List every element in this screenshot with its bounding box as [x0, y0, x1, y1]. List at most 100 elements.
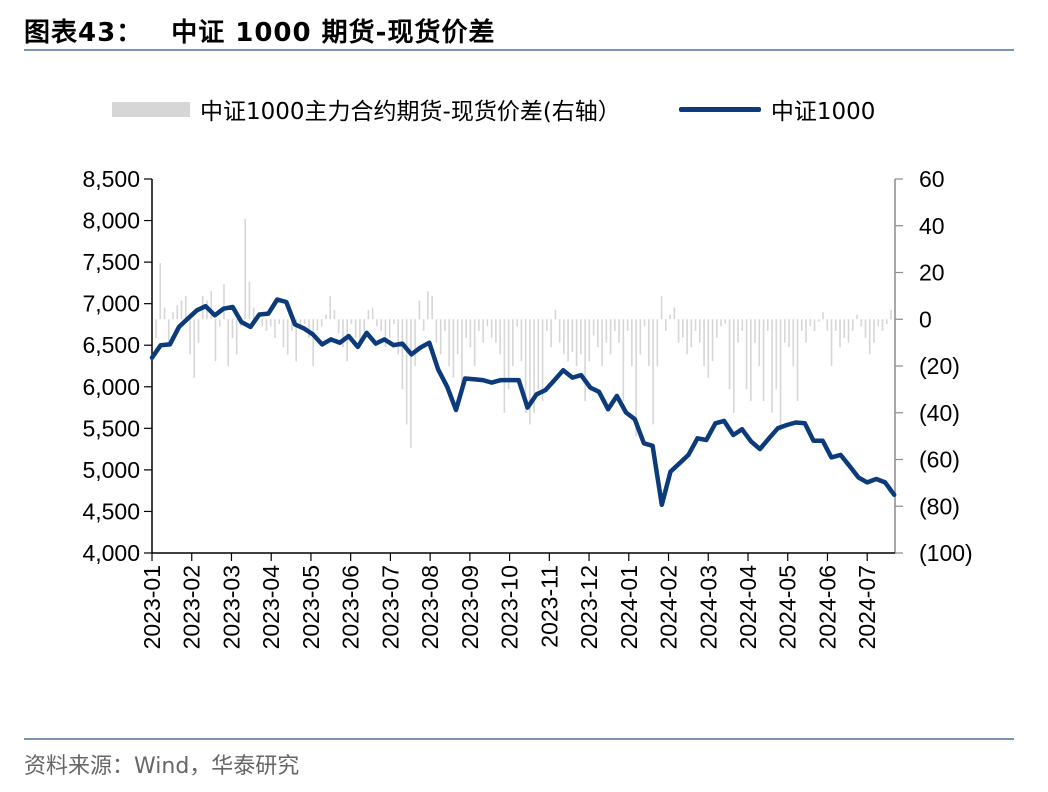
spread-bar: [176, 305, 179, 320]
spread-bar: [626, 319, 629, 331]
spread-bar: [711, 319, 714, 362]
x-axis-tick-label: 2023-07: [377, 565, 403, 649]
spread-bar: [388, 319, 391, 338]
left-axis-tick-label: 8,000: [82, 208, 140, 234]
spread-bar: [694, 319, 697, 331]
spread-bar: [571, 319, 574, 352]
spread-bar: [868, 319, 871, 355]
spread-bar: [737, 319, 739, 343]
spread-bar: [580, 319, 582, 355]
x-axis-tick-label: 2023-06: [338, 565, 364, 649]
spread-bar: [652, 319, 654, 425]
right-axis-tick-label: 60: [919, 166, 945, 192]
spread-bar: [367, 309, 370, 320]
right-axis-tick-label: (60): [919, 447, 960, 473]
spread-bar: [614, 319, 616, 331]
spread-bar: [631, 319, 633, 366]
spread-bar: [384, 319, 387, 348]
spread-bar: [184, 295, 187, 320]
spread-bar: [473, 319, 476, 366]
index-line: [149, 297, 897, 508]
spread-bar: [405, 319, 408, 425]
left-axis-tick-label: 8,500: [82, 166, 140, 192]
spread-bar: [601, 319, 603, 366]
spread-bar: [227, 319, 230, 366]
spread-bar: [779, 319, 782, 432]
spread-bar: [856, 314, 858, 320]
spread-bar: [163, 307, 166, 320]
right-axis-tick-label: 40: [919, 213, 945, 239]
spread-bar: [189, 319, 191, 355]
left-axis-tick-label: 4,000: [82, 540, 140, 566]
spread-bar: [252, 307, 255, 320]
chart-legend: 中证1000主力合约期货-现货价差(右轴） 中证1000: [112, 92, 875, 126]
spread-bar: [248, 281, 251, 320]
spread-bar: [660, 295, 663, 320]
spread-bar: [673, 307, 676, 320]
x-axis-tick-label: 2024-04: [735, 565, 761, 650]
spread-bar: [218, 319, 221, 327]
spread-bar: [550, 319, 552, 348]
spread-bar: [401, 319, 404, 390]
spread-bar: [546, 319, 548, 331]
left-axis-tick-label: 5,000: [82, 457, 140, 483]
spread-bar: [291, 319, 293, 331]
figure-header: 图表43： 中证 1000 期货-现货价差: [24, 12, 495, 49]
spread-bar: [563, 319, 565, 355]
legend-swatch-line: [678, 106, 761, 112]
spread-bar: [418, 300, 421, 320]
spread-bar: [512, 319, 514, 366]
spread-bar: [414, 319, 416, 366]
spread-bar: [775, 319, 778, 390]
x-axis-tick-label: 2024-07: [854, 565, 880, 649]
x-axis-tick-label: 2023-08: [417, 565, 443, 649]
spread-bar: [720, 319, 722, 327]
left-axis-tick-label: 5,500: [82, 415, 140, 441]
spread-bar: [410, 319, 412, 448]
spread-bar: [817, 319, 820, 322]
spread-bar: [830, 319, 833, 366]
spread-bar: [618, 319, 620, 343]
spread-bar: [592, 319, 595, 336]
legend-item-index: 中证1000: [678, 92, 876, 126]
spread-bar: [308, 319, 310, 338]
right-axis-tick-label: (80): [919, 493, 960, 519]
spread-bar: [728, 319, 731, 390]
spread-bar: [537, 319, 540, 390]
spread-bar: [800, 319, 803, 331]
spread-bar: [486, 319, 489, 327]
spread-bar: [847, 319, 850, 343]
spread-bar: [635, 319, 637, 437]
spread-bar: [231, 319, 234, 338]
spread-bar: [520, 319, 523, 362]
spread-bar: [796, 319, 799, 402]
spread-bar: [839, 319, 841, 348]
left-axis-tick-label: 4,500: [82, 498, 140, 524]
spread-bar: [643, 319, 646, 327]
spread-bar: [490, 319, 493, 338]
spread-bar: [422, 319, 425, 331]
spread-bar: [609, 319, 612, 355]
spread-bar: [524, 319, 527, 413]
spread-bar: [822, 312, 824, 320]
spread-bar: [461, 319, 463, 390]
spread-bar: [648, 319, 650, 366]
spread-bar: [758, 319, 761, 366]
source-note: 资料来源：Wind，华泰研究: [24, 754, 300, 779]
spread-bar: [881, 319, 884, 331]
spread-bar: [877, 319, 880, 327]
legend-swatch-bar: [112, 101, 190, 117]
x-axis-tick-label: 2024-03: [695, 565, 721, 649]
spread-bar: [622, 319, 625, 402]
spread-bar: [371, 307, 374, 320]
spread-bar: [516, 319, 518, 327]
spread-bar: [303, 319, 306, 324]
spread-bar: [210, 291, 213, 320]
chart-axes: [144, 178, 903, 561]
legend-label-index: 中证1000: [770, 99, 876, 125]
spread-bar: [159, 263, 162, 320]
spread-bar: [873, 319, 875, 343]
spread-bar: [499, 319, 501, 355]
spread-bar: [380, 319, 382, 331]
